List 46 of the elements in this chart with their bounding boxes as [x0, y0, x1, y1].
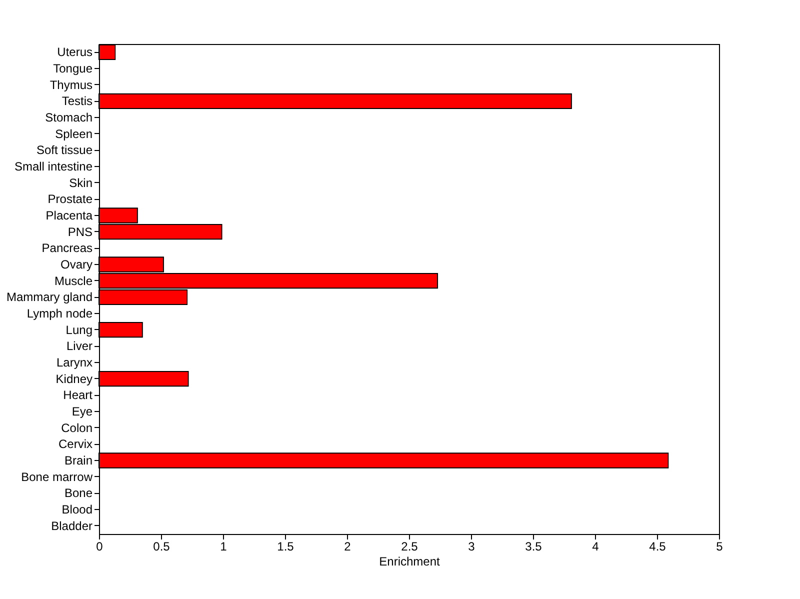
y-tick-label: Placenta: [46, 208, 93, 222]
y-tick-label: Kidney: [56, 372, 92, 386]
y-tick-label: Blood: [62, 502, 92, 516]
y-tick-label: Brain: [64, 454, 92, 468]
y-tick-label: Lung: [66, 322, 92, 337]
y-tick-label: Stomach: [45, 110, 92, 124]
x-tick-label: 1: [220, 540, 228, 554]
y-tick-label: PNS: [68, 224, 92, 239]
x-tick-label: 2: [344, 540, 352, 554]
y-tick-label: Soft tissue: [36, 143, 93, 158]
x-axis-title: Enrichment: [379, 554, 441, 568]
y-tick-label: Pancreas: [42, 241, 92, 256]
y-tick-label: Muscle: [54, 274, 93, 288]
y-tick-label: Ovary: [60, 258, 92, 272]
x-tick-label: 0: [96, 540, 104, 554]
y-tick-label: Eye: [72, 404, 93, 418]
y-tick-label: Prostate: [48, 192, 93, 206]
y-tick-label: Tongue: [53, 62, 93, 76]
bar: [98, 93, 572, 110]
y-tick-label: Heart: [63, 388, 94, 402]
x-tick-label: 0.5: [153, 540, 170, 554]
y-tick-label: Testis: [62, 94, 92, 108]
y-tick-label: Spleen: [55, 126, 92, 141]
y-tick-label: Skin: [69, 176, 92, 190]
x-tick-label: 4.5: [649, 540, 666, 554]
x-tick-label: 3.5: [525, 540, 542, 554]
y-tick-label: Small intestine: [14, 160, 93, 174]
x-tick-label: 5: [716, 540, 724, 554]
x-tick-label: 3: [468, 540, 476, 554]
y-tick-label: Bladder: [51, 518, 92, 533]
bar: [98, 322, 143, 338]
bar: [98, 370, 189, 387]
bar: [98, 452, 669, 468]
x-tick-label: 1.5: [277, 540, 294, 554]
y-tick-label: Colon: [61, 420, 92, 435]
y-tick-label: Lymph node: [26, 306, 93, 320]
y-tick-label: Bone: [64, 486, 93, 500]
y-tick-label: Cervix: [58, 437, 92, 452]
y-tick-label: Thymus: [50, 78, 92, 92]
y-tick-label: Bone marrow: [21, 470, 93, 484]
y-tick-label: Mammary gland: [6, 290, 92, 304]
x-tick-label: 2.5: [401, 540, 418, 554]
y-tick-label: Larynx: [56, 356, 92, 370]
y-tick-label: Uterus: [57, 45, 92, 60]
x-tick-label: 4: [592, 540, 600, 554]
y-tick-label: Liver: [66, 339, 92, 354]
